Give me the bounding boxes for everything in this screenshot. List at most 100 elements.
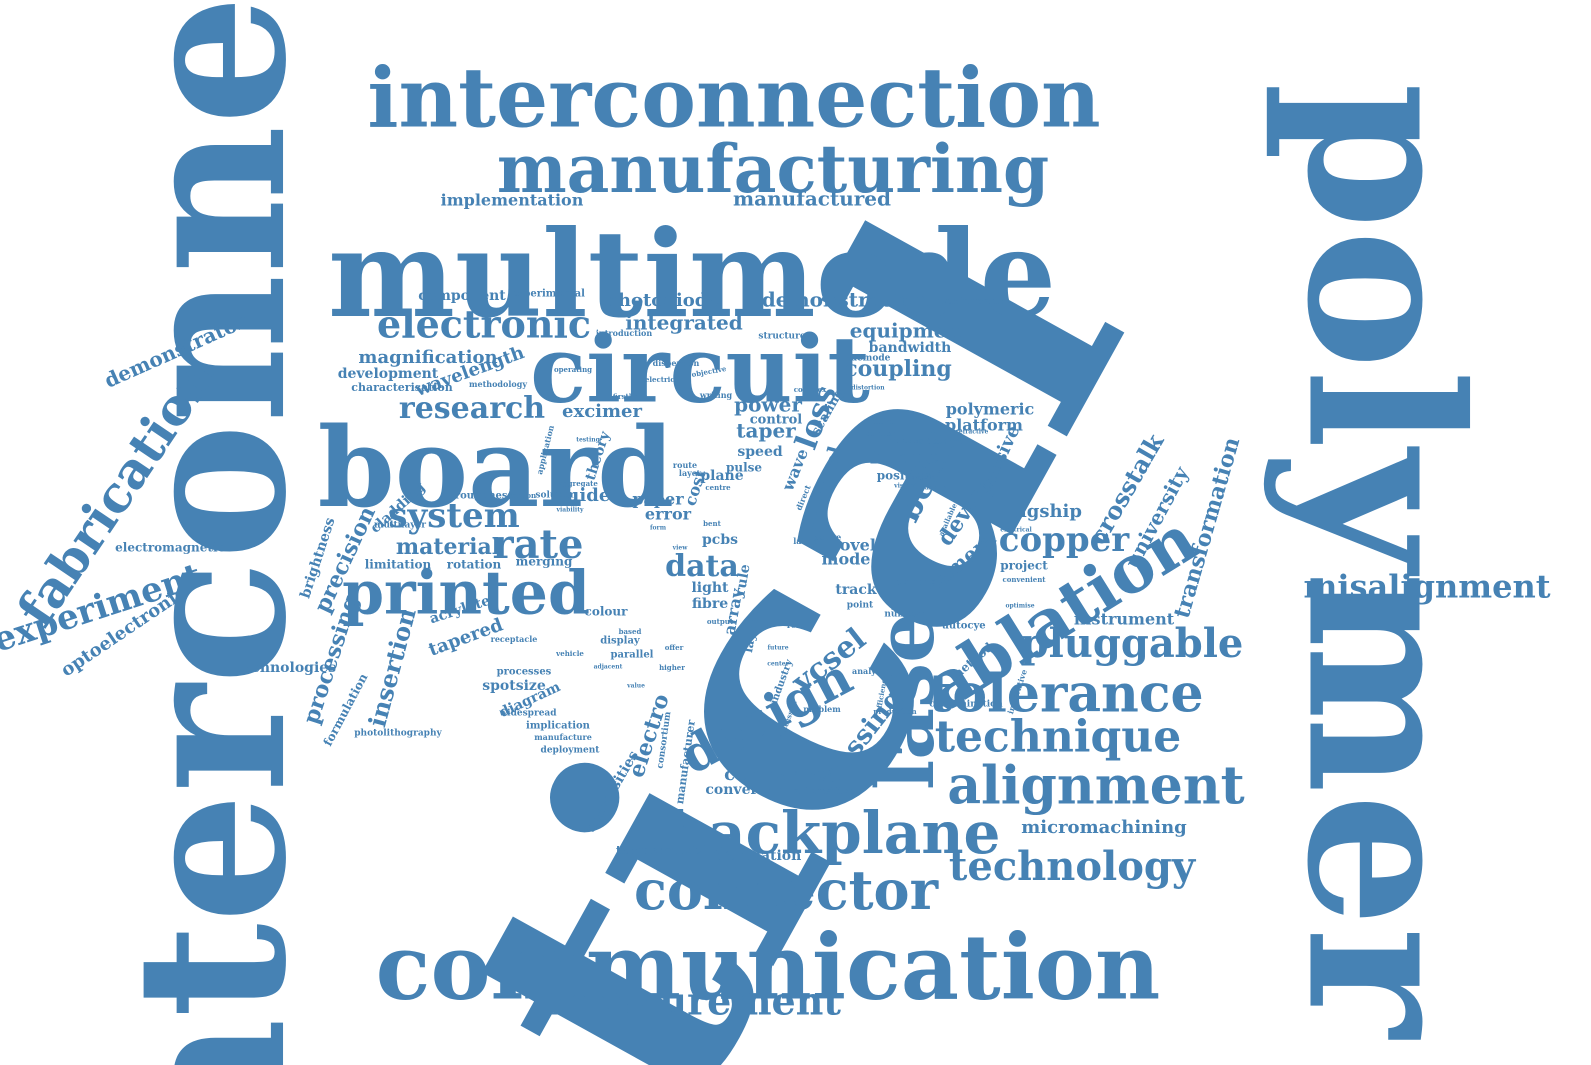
cloud-word-image: image	[870, 445, 938, 469]
cloud-word-tolerance: tolerance	[928, 664, 1203, 725]
cloud-word-bandwidth: bandwidth	[869, 340, 952, 356]
cloud-word-analysis: analysis	[852, 666, 888, 676]
cloud-word-transfer: transfer	[910, 475, 938, 482]
cloud-word-board: board	[318, 403, 674, 532]
cloud-word-flagship: flagship	[1002, 501, 1082, 522]
cloud-word-section: section	[508, 491, 536, 500]
cloud-word-adjacent: adjacent	[594, 664, 623, 671]
cloud-word-interconnection: interconnection	[367, 50, 1100, 146]
cloud-word-autocye: autocye	[942, 621, 985, 632]
cloud-word-electrical: electrical	[1000, 527, 1032, 534]
cloud-word-writing: writing	[699, 390, 733, 400]
cloud-word-track: track	[835, 582, 876, 598]
cloud-word-mode: mode	[822, 550, 871, 569]
cloud-word-layer: layer	[679, 468, 702, 478]
cloud-word-merging: merging	[516, 555, 573, 569]
cloud-word-technique: technique	[935, 712, 1182, 763]
cloud-word-truemode: truemode	[842, 354, 891, 364]
cloud-word-refractive: refractive	[956, 429, 989, 436]
cloud-word-problem: problem	[803, 704, 841, 714]
cloud-word-multimode: multimode	[328, 204, 1056, 345]
cloud-word-lateral: lateral	[793, 536, 822, 546]
cloud-word-constant: constant	[865, 428, 904, 438]
cloud-word-increase: increase	[885, 435, 923, 445]
cloud-word-structure: structure	[758, 332, 805, 342]
cloud-word-micromachining: micromachining	[1021, 817, 1187, 838]
cloud-word-implementation: implementation	[441, 191, 584, 210]
cloud-word-backplane: backplane	[668, 799, 1001, 867]
cloud-word-multilayer: multilayer	[374, 521, 426, 531]
cloud-word-spotsize: spotsize	[482, 678, 546, 694]
cloud-word-pcbs: pcbs	[702, 532, 738, 548]
cloud-word-contamination: contamination	[929, 700, 1003, 710]
cloud-word-view: view	[672, 545, 689, 552]
cloud-word-manufacture: manufacture	[534, 732, 592, 742]
cloud-word-position: position	[877, 469, 932, 483]
cloud-word-viability: viability	[556, 507, 584, 514]
cloud-word-future: future	[767, 645, 788, 652]
cloud-word-development: development	[338, 366, 439, 382]
cloud-word-platform: platform	[945, 416, 1023, 435]
cloud-word-limitation: limitation	[365, 558, 432, 572]
cloud-word-based: based	[619, 627, 642, 636]
cloud-word-rotation: rotation	[447, 558, 502, 572]
cloud-word-precise: precise	[864, 416, 896, 426]
cloud-word-value: value	[626, 683, 645, 690]
cloud-word-alignment: alignment	[947, 756, 1244, 817]
cloud-word-bent: bent	[703, 519, 721, 528]
cloud-word-vehicle: vehicle	[555, 649, 584, 658]
cloud-word-power: power	[734, 393, 802, 417]
cloud-word-route: route	[673, 460, 697, 470]
cloud-word-copper: copper	[999, 520, 1131, 560]
cloud-word-aggregate: aggregate	[558, 479, 598, 488]
cloud-word-center: center	[767, 661, 789, 668]
cloud-word-technologies: technologies	[236, 660, 336, 676]
cloud-word-convenient: convenient	[1002, 575, 1046, 584]
cloud-word-dispersion: dispersion	[653, 358, 700, 368]
cloud-word-rule: rule	[732, 563, 753, 597]
cloud-word-photodiode: photodiode	[605, 290, 718, 311]
cloud-word-taper: taper	[736, 419, 796, 443]
cloud-word-experimental: experimental	[511, 289, 585, 300]
cloud-word-material: material	[396, 534, 500, 560]
cloud-word-complex: complex	[794, 385, 827, 394]
cloud-word-form: form	[650, 525, 667, 532]
cloud-word-operating: operating	[554, 365, 592, 374]
cloud-word-system: system	[388, 496, 519, 536]
cloud-word-fibre: fibre	[692, 596, 728, 612]
cloud-word-misalignment: misalignment	[1304, 568, 1551, 606]
cloud-word-testing: testing	[576, 437, 600, 444]
cloud-word-optimise: optimise	[1005, 603, 1034, 610]
cloud-word-receptacle: receptacle	[491, 634, 538, 644]
cloud-word-coupling: coupling	[844, 356, 952, 382]
cloud-word-circuit: circuit	[530, 316, 870, 424]
cloud-word-demonstration: demonstration	[762, 288, 927, 312]
cloud-word-guide: guide	[554, 485, 611, 506]
cloud-word-light: light	[691, 580, 729, 596]
cloud-word-integrated: integrated	[625, 311, 743, 335]
cloud-word-laser: laser	[858, 569, 952, 790]
cloud-word-characterisation: characterisation	[351, 381, 452, 394]
cloud-word-parallel: parallel	[611, 650, 654, 661]
cloud-word-production: production	[873, 707, 916, 716]
cloud-word-pulse: pulse	[726, 461, 762, 475]
cloud-word-manufactured: manufactured	[733, 187, 891, 211]
cloud-word-angular: angular	[925, 485, 952, 492]
cloud-word-project: project	[1000, 559, 1048, 573]
cloud-word-printed: printed	[342, 559, 590, 629]
cloud-word-pluggable: pluggable	[1021, 620, 1244, 667]
cloud-word-alternative: alternative	[794, 787, 855, 798]
cloud-word-colour: colour	[585, 605, 629, 619]
cloud-word-centre: centre	[705, 483, 731, 492]
cloud-word-control: control	[750, 413, 803, 428]
cloud-word-higher: higher	[659, 663, 685, 672]
cloud-word-temperature: temperature	[616, 844, 701, 858]
cloud-word-measurement: measurement	[549, 979, 841, 1024]
cloud-word-implication: implication	[526, 721, 591, 732]
cloud-word-magnification: magnification	[358, 347, 497, 368]
cloud-word-interconnect: interconnect	[92, 0, 332, 1065]
cloud-word-offer: offer	[665, 643, 684, 652]
cloud-word-connector: connector	[634, 858, 939, 922]
